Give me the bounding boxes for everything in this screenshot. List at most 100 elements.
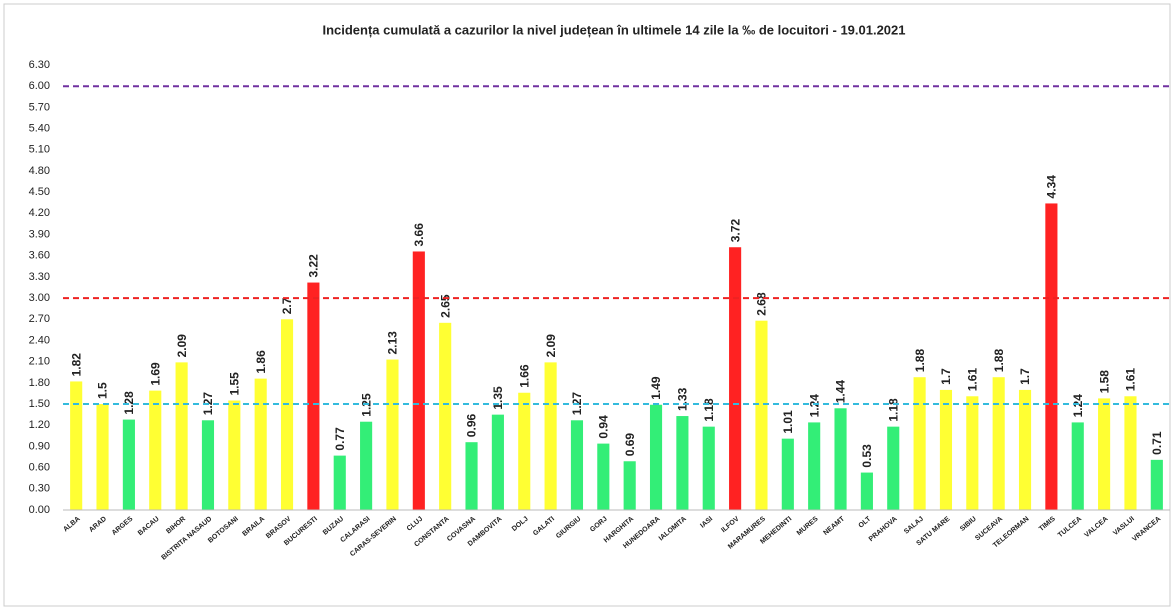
bar [1150, 459, 1163, 510]
bar [491, 414, 504, 510]
value-label: 4.34 [1045, 175, 1059, 199]
value-label: 2.65 [438, 294, 452, 318]
value-label: 2.09 [544, 334, 558, 358]
bar [333, 455, 346, 510]
value-label: 1.61 [1124, 368, 1138, 392]
y-tick-label: 5.40 [29, 122, 50, 134]
value-label: 1.49 [649, 376, 663, 400]
bar [96, 404, 109, 510]
y-tick-label: 4.20 [29, 207, 50, 219]
value-label: 3.22 [307, 254, 321, 278]
value-label: 1.7 [1018, 368, 1032, 385]
y-tick-label: 6.30 [29, 59, 50, 71]
bar [1124, 396, 1137, 510]
value-label: 2.13 [386, 331, 400, 355]
bar [1018, 389, 1032, 510]
value-label: 1.28 [122, 391, 136, 415]
value-label: 1.44 [834, 380, 848, 404]
y-tick-label: 5.10 [29, 144, 50, 156]
bar [307, 282, 320, 510]
bar [834, 408, 847, 510]
y-tick-label: 0.90 [29, 440, 50, 452]
y-tick-label: 3.60 [29, 250, 50, 262]
chart-frame [3, 3, 1171, 607]
y-tick-label: 4.50 [29, 186, 50, 198]
value-label: 1.69 [148, 362, 162, 386]
bar [808, 422, 821, 510]
bar [781, 438, 794, 510]
y-tick-label: 6.00 [29, 80, 50, 92]
value-label: 1.24 [1071, 394, 1085, 418]
value-label: 0.94 [596, 415, 610, 439]
bar [149, 390, 162, 510]
bar [70, 381, 83, 510]
bar [649, 404, 663, 510]
bar [623, 461, 636, 510]
value-label: 2.09 [175, 334, 189, 358]
value-label: 1.55 [227, 372, 241, 396]
y-tick-label: 3.00 [29, 292, 50, 304]
value-label: 1.18 [702, 398, 716, 422]
bar [439, 322, 452, 510]
value-label: 1.86 [254, 350, 268, 374]
bar [465, 442, 478, 510]
value-label: 0.96 [465, 414, 479, 438]
value-label: 1.88 [913, 349, 927, 373]
y-tick-label: 0.60 [29, 462, 50, 474]
value-label: 2.7 [280, 297, 294, 314]
value-label: 0.71 [1150, 431, 1164, 455]
value-label: 1.01 [781, 410, 795, 434]
y-tick-label: 1.20 [29, 419, 50, 431]
value-label: 1.61 [965, 368, 979, 392]
bar [1045, 203, 1058, 510]
y-tick-label: 1.50 [29, 398, 50, 410]
bar [518, 392, 531, 510]
bar [676, 416, 689, 510]
value-label: 1.58 [1097, 370, 1111, 394]
y-tick-label: 0.30 [29, 483, 50, 495]
bar [254, 378, 267, 510]
bar [860, 472, 873, 510]
bar [702, 426, 715, 510]
y-tick-label: 5.70 [29, 101, 50, 113]
bar [544, 362, 557, 510]
y-tick-label: 3.30 [29, 271, 50, 283]
bar [887, 426, 900, 510]
value-label: 0.69 [623, 433, 637, 457]
bar [570, 420, 584, 510]
bar [122, 419, 135, 510]
bar [755, 320, 768, 510]
value-label: 0.53 [860, 444, 874, 468]
y-tick-label: 0.00 [29, 504, 50, 516]
bar [360, 421, 373, 510]
bar [729, 247, 742, 510]
value-label: 1.66 [517, 364, 531, 388]
y-tick-label: 2.70 [29, 313, 50, 325]
value-label: 1.88 [992, 349, 1006, 373]
value-label: 1.5 [96, 382, 110, 399]
value-label: 1.24 [807, 394, 821, 418]
y-tick-label: 4.80 [29, 165, 50, 177]
bar [1098, 398, 1111, 510]
bar [913, 377, 926, 510]
value-label: 3.72 [728, 219, 742, 243]
bar [966, 396, 979, 510]
y-tick-label: 2.10 [29, 356, 50, 368]
value-label: 1.35 [491, 386, 505, 410]
bar [412, 251, 425, 510]
y-tick-label: 3.90 [29, 228, 50, 240]
value-label: 3.66 [412, 223, 426, 247]
chart-title: Incidența cumulată a cazurilor la nivel … [322, 22, 905, 37]
bar [939, 389, 953, 510]
value-label: 1.33 [676, 387, 690, 411]
y-tick-label: 1.80 [29, 377, 50, 389]
bar [228, 400, 241, 510]
y-tick-label: 2.40 [29, 334, 50, 346]
bar [1071, 422, 1084, 510]
value-label: 0.77 [333, 427, 347, 451]
value-label: 2.68 [755, 292, 769, 316]
value-label: 1.7 [939, 368, 953, 385]
bar [175, 362, 188, 510]
